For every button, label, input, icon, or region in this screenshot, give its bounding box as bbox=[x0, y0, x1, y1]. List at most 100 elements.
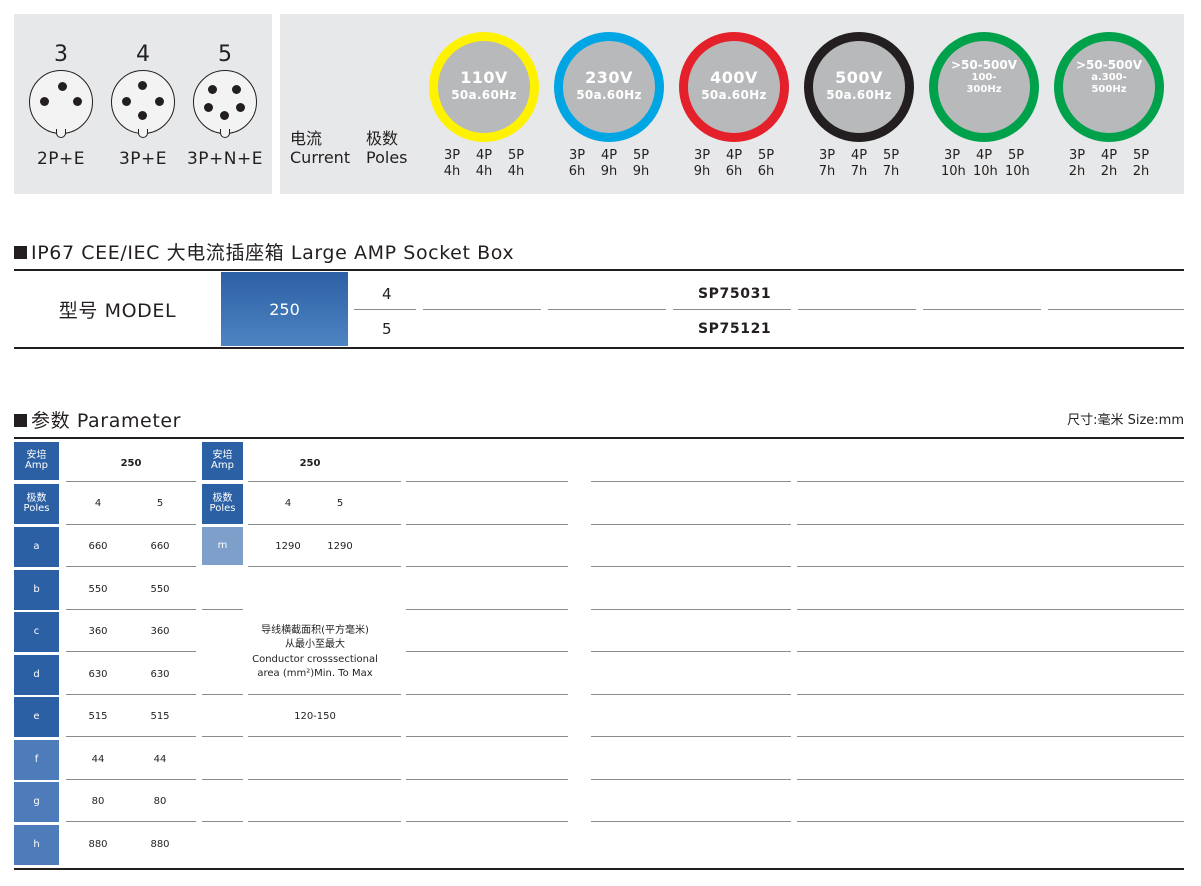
clock-hour: 10h bbox=[1005, 164, 1030, 179]
grid-line bbox=[591, 651, 791, 652]
pole-count: 3P bbox=[943, 148, 961, 163]
pole-hour-col: 4P 6h bbox=[723, 148, 745, 180]
row-divider bbox=[548, 309, 666, 310]
earth-notch-icon bbox=[56, 129, 66, 138]
current-label: 电流 Current bbox=[290, 129, 351, 167]
frequency-label: a.300- 500Hz bbox=[1091, 72, 1127, 95]
grid-line bbox=[591, 779, 791, 780]
grid-line bbox=[406, 821, 568, 822]
plug-number: 3 bbox=[54, 42, 68, 67]
voltage-label: >50-500V bbox=[1075, 58, 1143, 72]
row-divider bbox=[354, 309, 416, 310]
pole-hour-col: 4P 2h bbox=[1098, 148, 1120, 180]
pole-hour-col: 4P 4h bbox=[473, 148, 495, 180]
pole-hour-col: 5P 9h bbox=[630, 148, 652, 180]
pole-count: 3P bbox=[443, 148, 461, 163]
clock-hour: 4h bbox=[443, 164, 461, 179]
pin-icon bbox=[73, 97, 82, 106]
clock-hour: 6h bbox=[757, 164, 775, 179]
pole-hours: 3P 2h 4P 2h 5P 2h bbox=[1050, 148, 1168, 180]
voltage-group: 110V 50a.60Hz 3P 4h 4P 4h 5P 4h bbox=[425, 14, 543, 194]
frequency-label: 50a.60Hz bbox=[701, 88, 767, 102]
grid-line bbox=[797, 481, 1184, 482]
poles-label: 极数 Poles bbox=[366, 129, 408, 167]
voltage-ring-icon: 500V 50a.60Hz bbox=[804, 32, 914, 142]
conductor-range: 120-150 bbox=[294, 711, 336, 722]
grid-line bbox=[248, 524, 401, 525]
pole-hour-col: 5P 6h bbox=[755, 148, 777, 180]
dimension-value: 880 bbox=[88, 839, 108, 850]
pin-icon bbox=[58, 82, 67, 91]
grid-line bbox=[406, 736, 568, 737]
grid-line bbox=[248, 481, 401, 482]
poles-header-cell: 极数 Poles bbox=[14, 484, 59, 524]
voltage-disc: 230V 50a.60Hz bbox=[563, 41, 655, 133]
amp-header-cell: 安培 Amp bbox=[14, 442, 59, 480]
pole-count: 4P bbox=[475, 148, 493, 163]
pole-count: 4P bbox=[975, 148, 993, 163]
bullet-square-icon bbox=[14, 246, 27, 259]
voltage-ring-icon: 110V 50a.60Hz bbox=[429, 32, 539, 142]
model-code: SP75031 bbox=[698, 286, 772, 302]
clock-hour: 4h bbox=[475, 164, 493, 179]
pin-icon bbox=[204, 103, 213, 112]
voltage-disc: 110V 50a.60Hz bbox=[438, 41, 530, 133]
conductor-note-cn: 导线横截面积(平方毫米) 从最小至最大 bbox=[261, 625, 369, 650]
pole-count: 5P bbox=[757, 148, 775, 163]
row-divider bbox=[673, 309, 791, 310]
pole-hour-col: 5P 2h bbox=[1130, 148, 1152, 180]
poles-header-cell: 极数 Poles bbox=[202, 484, 243, 524]
amp-value: 250 bbox=[120, 458, 142, 469]
voltage-label: 400V bbox=[710, 68, 758, 87]
grid-line bbox=[797, 821, 1184, 822]
grid-line bbox=[66, 651, 196, 652]
clock-hour: 2h bbox=[1132, 164, 1150, 179]
plug-face-icon bbox=[193, 70, 257, 138]
dimension-label-cell: f bbox=[14, 740, 59, 780]
m-value: 1290 bbox=[327, 541, 353, 552]
grid-line bbox=[797, 609, 1184, 610]
dimension-value: 360 bbox=[150, 626, 170, 637]
grid-line bbox=[202, 779, 243, 780]
pole-count: 3P bbox=[568, 148, 586, 163]
m-value: 1290 bbox=[275, 541, 301, 552]
earth-notch-icon bbox=[138, 129, 148, 138]
grid-line bbox=[202, 736, 243, 737]
model-row: 4 SP75031 bbox=[354, 276, 1184, 310]
row-divider bbox=[423, 309, 541, 310]
grid-line bbox=[797, 779, 1184, 780]
dimension-value: 630 bbox=[88, 669, 108, 680]
dimension-value: 660 bbox=[150, 541, 170, 552]
voltage-ring-icon: 230V 50a.60Hz bbox=[554, 32, 664, 142]
pole-hour-col: 4P 7h bbox=[848, 148, 870, 180]
grid-line bbox=[591, 524, 791, 525]
pole-count: 4P bbox=[1100, 148, 1118, 163]
pole-count: 3P bbox=[1068, 148, 1086, 163]
grid-line bbox=[591, 609, 791, 610]
clock-hour: 7h bbox=[818, 164, 836, 179]
amp-value: 250 bbox=[299, 458, 321, 469]
dimension-value: 80 bbox=[153, 796, 167, 807]
plug-face-icon bbox=[29, 70, 93, 138]
grid-line bbox=[248, 566, 401, 567]
plug-3p-n-e: 5 3P+N+E bbox=[187, 14, 263, 194]
grid-line bbox=[406, 481, 568, 482]
divider bbox=[14, 868, 1184, 870]
grid-line bbox=[797, 694, 1184, 695]
dimension-value: 44 bbox=[91, 754, 105, 765]
voltage-group: >50-500V 100- 300Hz 3P 10h 4P 10h 5P 10h bbox=[925, 14, 1043, 194]
pin-icon bbox=[208, 85, 217, 94]
pin-icon bbox=[122, 97, 131, 106]
grid-line bbox=[66, 779, 196, 780]
plug-face-icon bbox=[111, 70, 175, 138]
clock-hour: 9h bbox=[693, 164, 711, 179]
dimension-label-cell: h bbox=[14, 825, 59, 865]
grid-line bbox=[797, 524, 1184, 525]
pole-hour-col: 4P 9h bbox=[598, 148, 620, 180]
grid-line bbox=[66, 736, 196, 737]
dimension-label-cell: c bbox=[14, 612, 59, 652]
grid-line bbox=[248, 779, 401, 780]
pin-icon bbox=[220, 111, 229, 120]
clock-hour: 7h bbox=[882, 164, 900, 179]
frequency-label: 50a.60Hz bbox=[576, 88, 642, 102]
